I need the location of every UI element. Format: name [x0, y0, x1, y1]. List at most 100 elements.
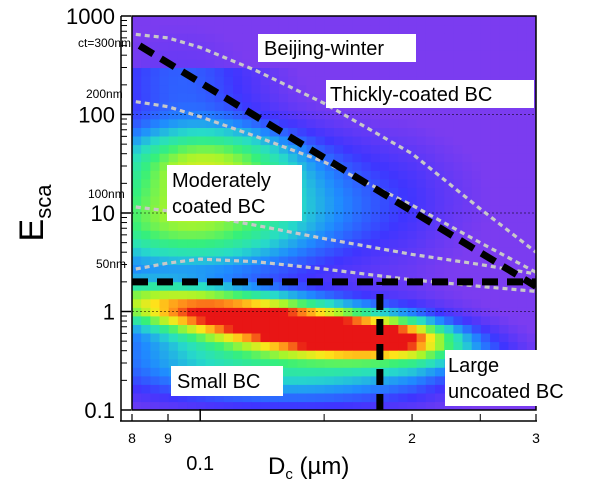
heat-cell	[278, 350, 289, 360]
heat-cell	[352, 238, 363, 248]
heat-cell	[177, 281, 188, 291]
heat-cell	[425, 255, 436, 265]
heat-cell	[177, 307, 188, 317]
heat-cell	[315, 76, 326, 86]
heat-cell	[242, 247, 252, 257]
heat-cell	[223, 341, 234, 351]
label-beijing-winter: Beijing-winter	[264, 38, 384, 60]
heat-cell	[214, 110, 225, 120]
heat-cell	[196, 324, 207, 334]
heat-cell	[269, 281, 280, 291]
heat-cell	[389, 392, 399, 403]
heat-cell	[435, 290, 445, 300]
heat-cell	[223, 392, 234, 403]
heat-cell	[132, 67, 142, 77]
heat-cell	[297, 93, 308, 103]
heat-cell	[499, 290, 510, 300]
heat-cell	[278, 118, 289, 128]
heat-cell	[306, 84, 317, 94]
heat-cell	[343, 401, 353, 410]
heat-cell	[334, 238, 344, 248]
heat-cell	[334, 358, 344, 368]
heat-cell	[278, 110, 289, 120]
heat-cell	[462, 187, 473, 197]
heat-cell	[214, 332, 225, 343]
heat-cell	[168, 67, 179, 77]
heat-cell	[177, 84, 188, 94]
heat-cell	[214, 144, 225, 154]
heat-cell	[223, 324, 234, 334]
heat-cell	[315, 118, 326, 128]
heat-cell	[306, 332, 317, 343]
heat-cell	[444, 247, 454, 257]
heat-cell	[297, 127, 308, 137]
heat-cell	[416, 238, 427, 248]
heat-cell	[132, 161, 142, 171]
heat-cell	[389, 213, 399, 223]
heat-cell	[324, 178, 335, 188]
heat-cell	[425, 341, 436, 351]
heat-cell	[425, 264, 436, 274]
heat-cell	[526, 238, 536, 248]
heat-cell	[508, 67, 519, 77]
heat-cell	[370, 213, 381, 223]
heat-cell	[269, 84, 280, 94]
heat-cell	[462, 178, 473, 188]
heat-cell	[132, 135, 142, 146]
heat-cell	[352, 273, 363, 283]
heat-cell	[324, 281, 335, 291]
heat-cell	[471, 153, 482, 163]
heat-cell	[177, 58, 188, 68]
heat-cell	[315, 178, 326, 188]
heat-cell	[444, 341, 454, 351]
heat-cell	[334, 290, 344, 300]
heat-cell	[526, 144, 536, 154]
heat-cell	[471, 298, 482, 308]
heat-cell	[132, 332, 142, 343]
heat-cell	[425, 178, 436, 188]
heat-cell	[150, 213, 161, 223]
heat-cell	[159, 332, 170, 343]
heat-cell	[490, 281, 500, 291]
heat-cell	[398, 238, 409, 248]
heat-cell	[490, 221, 500, 231]
heat-cell	[490, 341, 500, 351]
heat-cell	[141, 170, 151, 180]
heat-cell	[480, 204, 491, 214]
heat-cell	[343, 118, 353, 128]
heat-cell	[260, 153, 271, 163]
heat-cell	[435, 384, 445, 394]
heat-cell	[205, 41, 216, 51]
heat-cell	[278, 255, 289, 265]
heat-cell	[269, 67, 280, 77]
heat-cell	[526, 307, 536, 317]
heat-cell	[177, 264, 188, 274]
heat-cell	[159, 273, 170, 283]
heat-cell	[361, 375, 372, 385]
heat-cell	[398, 153, 409, 163]
heat-cell	[343, 290, 353, 300]
heat-cell	[205, 281, 216, 291]
heat-cell	[269, 101, 280, 111]
heat-cell	[324, 332, 335, 343]
heat-cell	[416, 384, 427, 394]
heat-cell	[297, 230, 308, 240]
heat-cell	[379, 58, 390, 68]
heat-cell	[297, 273, 308, 283]
heat-cell	[361, 144, 372, 154]
heat-cell	[435, 341, 445, 351]
heat-cell	[223, 84, 234, 94]
heat-cell	[499, 58, 510, 68]
heat-cell	[324, 161, 335, 171]
heat-cell	[453, 290, 464, 300]
heat-cell	[205, 50, 216, 60]
heat-cell	[343, 161, 353, 171]
heat-cell	[251, 16, 262, 26]
heat-cell	[324, 213, 335, 223]
heat-cell	[334, 341, 344, 351]
heat-cell	[352, 247, 363, 257]
heat-cell	[517, 273, 528, 283]
heat-cell	[315, 84, 326, 94]
heat-cell	[416, 332, 427, 343]
heat-cell	[343, 24, 353, 34]
